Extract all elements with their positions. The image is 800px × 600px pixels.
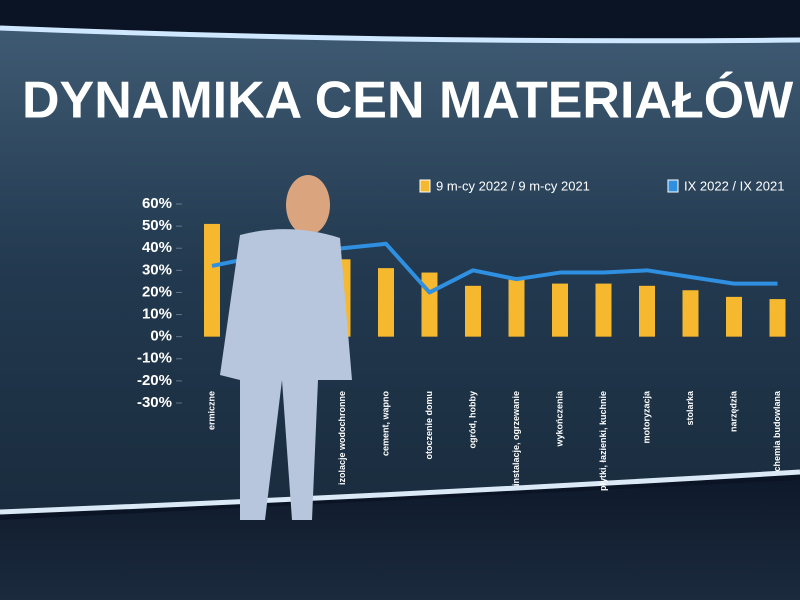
x-tick-label: izolacje wodochronne [337, 391, 347, 485]
presenter [220, 175, 352, 520]
video-wall [0, 30, 800, 510]
x-tick-label: ogród, hobby [467, 391, 477, 449]
y-tick-label: 20% [142, 283, 172, 300]
chart-title: DYNAMIKA CEN MATERIAŁÓW BU [22, 72, 800, 130]
y-tick-label: -30% [137, 394, 172, 411]
y-tick-label: 30% [142, 261, 172, 278]
x-tick-label: narzędzia [728, 390, 738, 432]
wall-light-top [0, 25, 800, 44]
studio-floor [0, 480, 800, 600]
x-tick-label: otoczenie domu [424, 391, 434, 460]
bar [595, 283, 612, 337]
y-tick-label: 0% [150, 328, 172, 345]
x-tick-label: wykończenia [554, 390, 564, 448]
wall-light-bottom [0, 469, 800, 515]
bar [508, 276, 525, 337]
x-tick-label: motoryzacja [641, 390, 651, 444]
x-tick-label: cement, wapno [380, 391, 390, 457]
x-tick-label: chemia budowlana [772, 390, 782, 472]
bar [204, 223, 220, 337]
legend-swatch [419, 179, 431, 193]
y-tick-label: 60% [142, 195, 172, 212]
bar [465, 285, 481, 337]
y-tick-label: -20% [137, 372, 172, 389]
bar [421, 272, 438, 337]
bar [552, 283, 568, 337]
legend-swatch [667, 179, 679, 193]
y-tick-label: 10% [142, 306, 172, 323]
y-tick-label: -10% [137, 350, 172, 367]
bar [769, 299, 786, 337]
y-tick-label: 50% [142, 217, 172, 234]
bar [639, 285, 655, 337]
legend: 9 m-cy 2022 / 9 m-cy 2021 IX 2022 / IX 20… [419, 178, 784, 193]
bar [726, 296, 742, 337]
legend-label: IX 2022 / IX 2021 [684, 178, 784, 193]
x-tick-label: ermiczne [206, 391, 216, 430]
y-tick-label: 40% [142, 239, 172, 256]
legend-label: 9 m-cy 2022 / 9 m-cy 2021 [436, 178, 590, 193]
x-tick-label: płytki, łazienki, kuchnie [598, 391, 608, 491]
bar [378, 268, 394, 337]
bar [682, 290, 699, 337]
x-tick-label: stolarka [685, 390, 695, 426]
x-tick-label: instalacje, ogrzewanie [511, 391, 521, 486]
